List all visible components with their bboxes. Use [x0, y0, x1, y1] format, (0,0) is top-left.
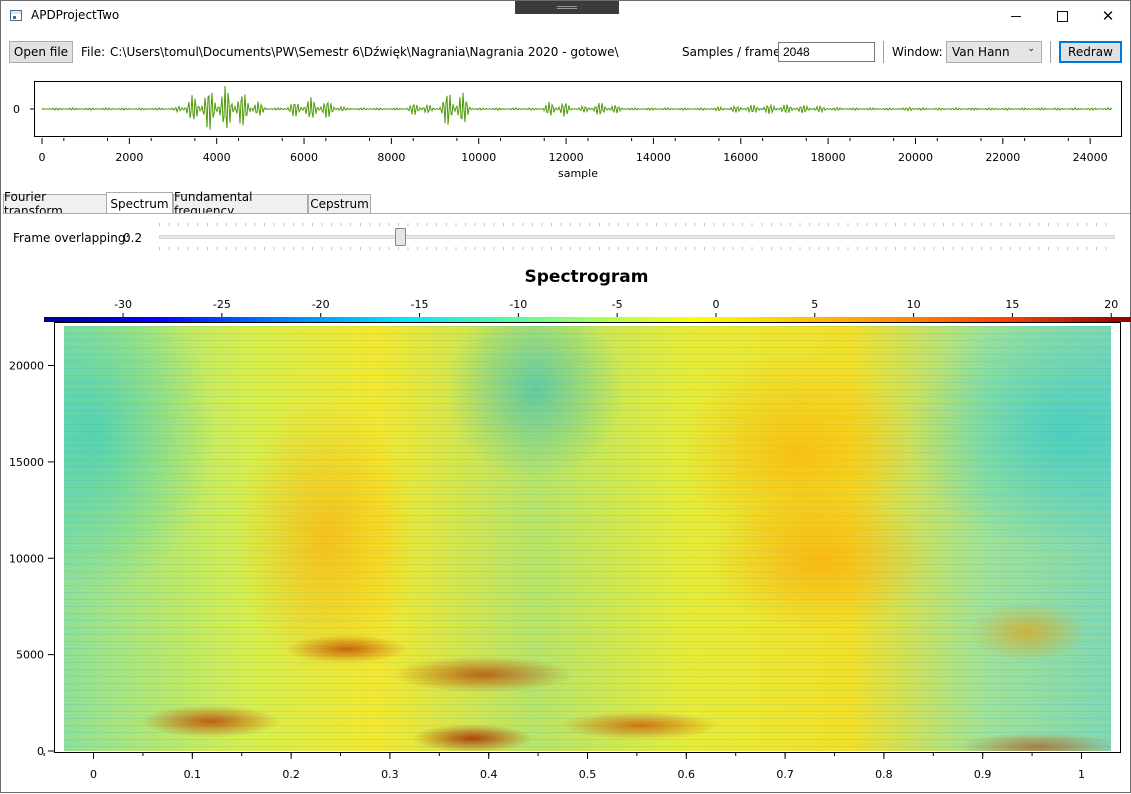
spectrogram-x-tick: 0.6: [678, 768, 696, 781]
colorbar-tick-label: -10: [509, 298, 527, 311]
app-icon: [10, 10, 22, 21]
spectrogram-x-tick: 0.7: [776, 768, 794, 781]
waveform-x-axis: 0 2000 4000 6000 8000 10000 12000 14000 16000 180…: [39, 138, 1108, 164]
spectrogram-x-tick: 0.1: [184, 768, 202, 781]
minimize-icon: [1011, 15, 1021, 17]
waveform-x-tick: 18000: [811, 151, 846, 164]
waveform-x-tick: 20000: [898, 151, 933, 164]
spectrogram-y-tick: 15000: [9, 456, 44, 469]
spectrogram-title: Spectrogram: [524, 267, 649, 287]
waveform-x-tick: 6000: [290, 151, 318, 164]
colorbar-tick-label: 0: [712, 298, 719, 311]
colorbar-tick-label: -15: [411, 298, 429, 311]
waveform-x-tick: 0: [39, 151, 46, 164]
colorbar-tick-label: 15: [1005, 298, 1019, 311]
spectrogram-x-tick: 0.8: [875, 768, 893, 781]
chevron-down-icon: ⌄: [1027, 44, 1035, 54]
waveform-x-tick: 4000: [203, 151, 231, 164]
spectrogram-frame: [54, 322, 1121, 753]
waveform-y-tick: 0: [13, 103, 20, 116]
colorbar-tick-label: -30: [114, 298, 132, 311]
spectrogram-x-tick: 0.4: [480, 768, 498, 781]
title-bar: APDProjectTwo ✕: [1, 1, 1130, 31]
spectrogram-y-tick: 5000: [16, 649, 44, 662]
waveform-x-tick: 8000: [377, 151, 405, 164]
waveform-x-tick: 16000: [723, 151, 758, 164]
waveform-x-tick: 10000: [461, 151, 496, 164]
tab-spectrum[interactable]: Spectrum: [106, 192, 173, 215]
tab-fourier-transform[interactable]: Fourier transform: [3, 190, 107, 218]
colorbar-tick-label: 20: [1104, 298, 1118, 311]
colorbar-tick-label: 5: [811, 298, 818, 311]
spectrogram-y-tick: 20000: [9, 360, 44, 373]
samples-input[interactable]: [778, 42, 875, 62]
window-title: APDProjectTwo: [31, 8, 120, 22]
spectrogram-x-tick: 0: [90, 768, 97, 781]
overlap-value: 0.2: [123, 231, 143, 245]
spectrogram-x-tick: 0.2: [282, 768, 300, 781]
spectrogram-x-tick: 0.5: [579, 768, 597, 781]
toolbar-separator: [1050, 41, 1051, 63]
overlap-label: Frame overlapping:: [13, 231, 130, 245]
slider-ticks-top: [159, 223, 1115, 226]
drag-handle[interactable]: [515, 1, 619, 14]
toolbar-separator: [883, 41, 884, 63]
overlap-slider-thumb[interactable]: [395, 228, 406, 246]
waveform-x-tick: 22000: [985, 151, 1020, 164]
waveform-chart: 0 0 2000 4000 6000 8000 10000 12000 14000 16000 1…: [13, 85, 1113, 180]
minimize-button[interactable]: [993, 1, 1039, 31]
spectrogram-x-tick: 0.9: [974, 768, 992, 781]
tab-cepstrum[interactable]: Cepstrum: [308, 194, 371, 214]
waveform-x-tick: 2000: [115, 151, 143, 164]
spectrogram-x-tick: 0.3: [381, 768, 399, 781]
redraw-button[interactable]: Redraw: [1059, 41, 1122, 63]
spectrogram-x-tick: 1: [1078, 768, 1085, 781]
open-file-button[interactable]: Open file: [9, 41, 73, 63]
spectrogram-axes: 0 5000 10000 15000 20000 0 0.1 0.2 0.3 0.4 0.5 0.6…: [9, 360, 1085, 781]
close-icon: ✕: [1101, 7, 1115, 25]
waveform-x-label: sample: [558, 167, 598, 180]
overlap-slider-track[interactable]: [159, 235, 1115, 239]
colorbar-tick-label: -25: [213, 298, 231, 311]
samples-label: Samples / frame:: [682, 45, 785, 59]
spectrogram-heatmap: [64, 326, 1111, 751]
waveform-x-tick: 12000: [549, 151, 584, 164]
slider-ticks-bottom: [159, 247, 1115, 250]
colorbar-tick-label: -20: [312, 298, 330, 311]
waveform-signal-line: [41, 85, 1113, 130]
close-button[interactable]: ✕: [1085, 1, 1131, 31]
colorbar-axis: -30 -25 -20 -15 -10 -5 0 5 10 15 20: [114, 298, 1118, 317]
spectrogram-y-tick: 10000: [9, 552, 44, 565]
colorbar: [44, 317, 1131, 322]
maximize-icon: [1056, 10, 1068, 22]
tab-fundamental-frequency[interactable]: Fundamental frequency: [173, 190, 308, 218]
spectrogram-y-tick: 0: [37, 745, 44, 758]
waveform-x-tick: 14000: [636, 151, 671, 164]
colorbar-tick-label: -5: [612, 298, 623, 311]
waveform-x-tick: 24000: [1073, 151, 1108, 164]
file-label: File:: [81, 45, 106, 59]
maximize-button[interactable]: [1039, 1, 1085, 31]
file-path: C:\Users\tomul\Documents\PW\Semestr 6\Dź…: [110, 45, 619, 59]
window-select-value: Van Hann: [952, 45, 1010, 59]
window-select[interactable]: Van Hann ⌄: [946, 41, 1042, 63]
colorbar-tick-label: 10: [907, 298, 921, 311]
window-label: Window:: [892, 45, 943, 59]
